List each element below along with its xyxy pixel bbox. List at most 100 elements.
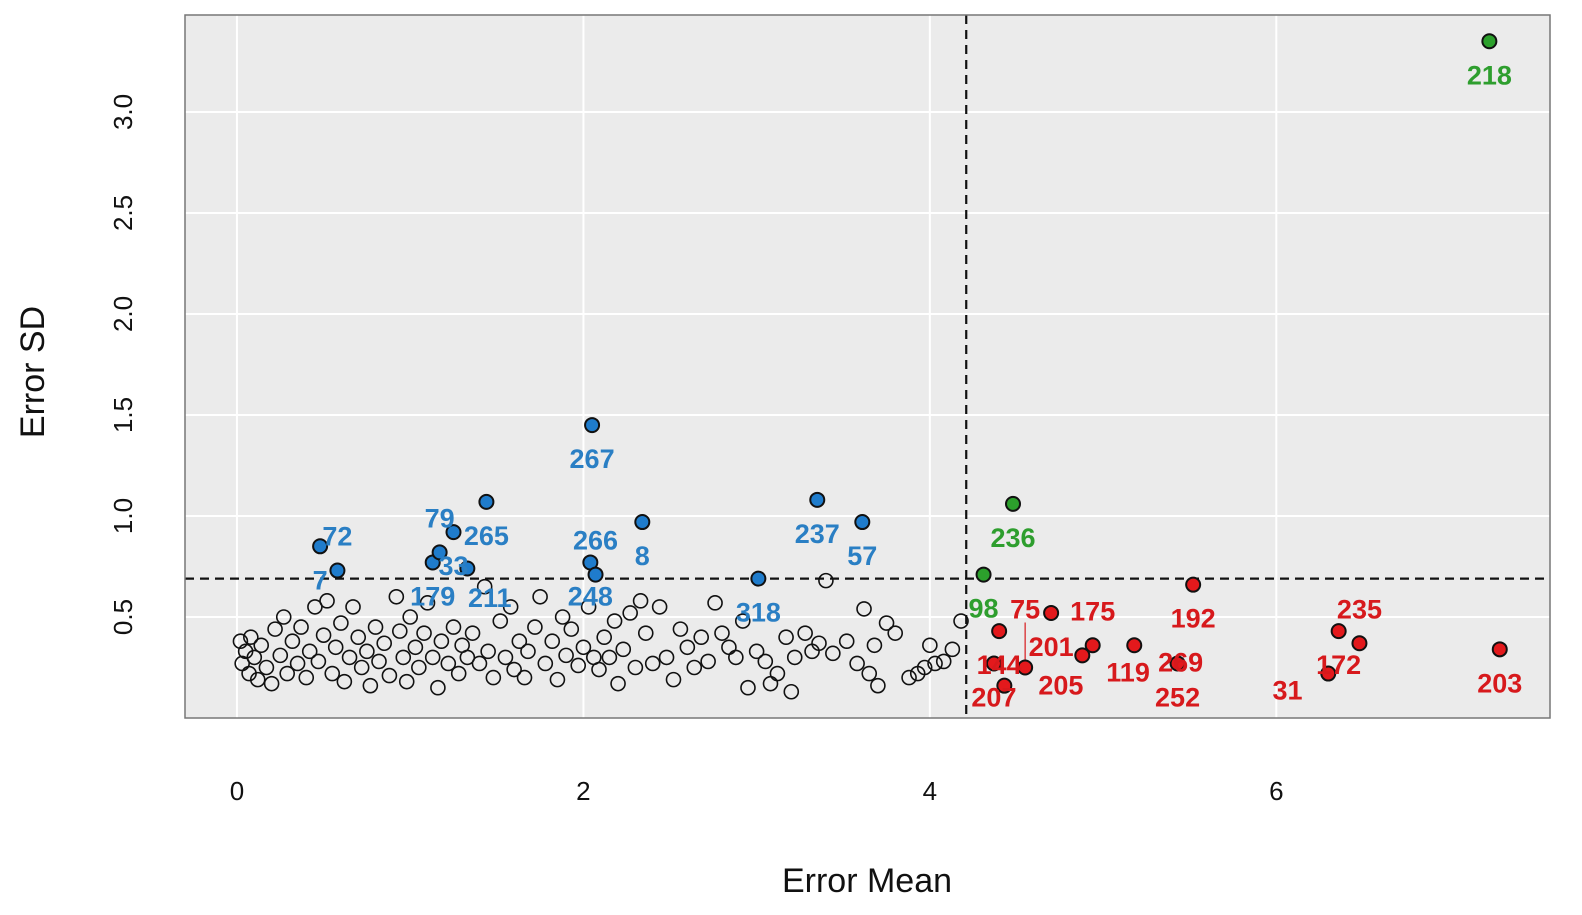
data-point — [232, 633, 249, 650]
data-point — [601, 649, 618, 666]
data-point — [537, 655, 554, 672]
data-point — [811, 635, 827, 652]
point-label: 267 — [570, 444, 615, 474]
y-tick-label: 1.0 — [108, 498, 138, 534]
data-point — [307, 599, 323, 615]
highlighted-data-point — [854, 514, 871, 531]
x-tick-label: 2 — [576, 776, 590, 806]
highlighted-data-point — [996, 677, 1013, 694]
data-point — [849, 655, 865, 672]
data-point — [367, 619, 384, 635]
point-label: 7 — [313, 565, 328, 595]
data-point — [627, 659, 644, 676]
y-tick-label: 3.0 — [108, 94, 138, 130]
point-label: 252 — [1155, 682, 1200, 712]
data-point — [651, 599, 668, 615]
data-point — [440, 655, 457, 672]
point-label: 318 — [736, 598, 781, 628]
highlighted-data-point — [809, 491, 826, 508]
data-point — [700, 653, 716, 670]
y-tick-label: 2.0 — [108, 296, 138, 332]
data-point — [450, 665, 467, 682]
highlighted-data-point — [975, 566, 992, 583]
data-point — [407, 639, 424, 656]
data-point — [570, 657, 587, 674]
point-label: 75 — [1010, 594, 1040, 624]
data-point — [258, 659, 275, 676]
point-label: 31 — [1273, 676, 1303, 706]
data-point — [532, 588, 548, 605]
point-label: 211 — [468, 583, 512, 613]
data-point — [502, 599, 519, 615]
data-point — [558, 647, 574, 664]
point-label: 205 — [1038, 671, 1083, 701]
point-label: 192 — [1171, 604, 1216, 634]
data-point — [279, 665, 296, 682]
data-point — [927, 655, 943, 672]
data-point — [497, 649, 514, 666]
data-point — [511, 633, 528, 650]
data-point — [336, 673, 353, 690]
data-point — [398, 673, 415, 690]
highlighted-data-point — [1330, 623, 1347, 640]
data-point — [315, 627, 332, 643]
data-point — [606, 613, 623, 629]
highlighted-data-point — [478, 493, 495, 510]
data-point — [644, 655, 661, 672]
data-point — [944, 641, 961, 658]
data-point — [575, 639, 592, 656]
data-point — [471, 655, 488, 672]
data-point — [319, 593, 335, 609]
data-point — [757, 653, 774, 670]
x-tick-label: 4 — [923, 776, 937, 806]
data-point — [243, 629, 259, 645]
data-point — [430, 679, 446, 696]
y-tick-labels: 0.5 1.0 1.5 2.0 2.5 3.0 — [108, 94, 138, 635]
y-tick-label: 0.5 — [108, 599, 138, 635]
point-label: 203 — [1477, 668, 1522, 698]
data-point — [359, 643, 375, 660]
data-point — [580, 599, 597, 615]
points — [232, 33, 1508, 700]
highlighted-data-point — [1074, 647, 1091, 664]
highlighted-data-point — [312, 538, 329, 555]
highlighted-data-point — [1126, 637, 1143, 654]
highlighted-data-point — [1005, 495, 1022, 512]
highlighted-data-point — [584, 417, 601, 434]
data-point — [769, 665, 786, 682]
point-label: 248 — [568, 581, 613, 611]
data-point — [445, 619, 462, 635]
point-label: 218 — [1467, 60, 1512, 90]
point-label: 172 — [1316, 650, 1361, 680]
x-tick-labels: 0 2 4 6 — [230, 776, 1284, 806]
data-point — [324, 665, 341, 682]
data-point — [563, 621, 580, 637]
point-label: 8 — [635, 541, 650, 571]
x-tick-label: 6 — [1269, 776, 1283, 806]
data-point — [506, 661, 522, 678]
data-point — [310, 653, 327, 670]
data-point — [350, 629, 367, 645]
point-label: 119 — [1106, 657, 1150, 687]
data-point — [284, 633, 301, 650]
point-label: 265 — [464, 521, 509, 551]
highlighted-data-point — [750, 570, 767, 587]
data-point — [935, 653, 952, 670]
data-point — [480, 643, 496, 660]
point-label: 235 — [1337, 594, 1382, 624]
data-point — [549, 671, 566, 688]
data-point — [289, 655, 306, 672]
highlighted-data-point — [1043, 604, 1060, 621]
data-point — [333, 615, 349, 631]
data-point — [516, 669, 533, 686]
data-point — [748, 643, 765, 660]
data-point — [433, 633, 450, 650]
data-point — [632, 593, 649, 609]
point-label: 79 — [425, 503, 455, 533]
point-label: 33 — [438, 551, 468, 581]
data-point — [922, 637, 938, 654]
data-point — [272, 647, 289, 664]
data-point — [679, 639, 696, 656]
data-point — [554, 609, 571, 625]
